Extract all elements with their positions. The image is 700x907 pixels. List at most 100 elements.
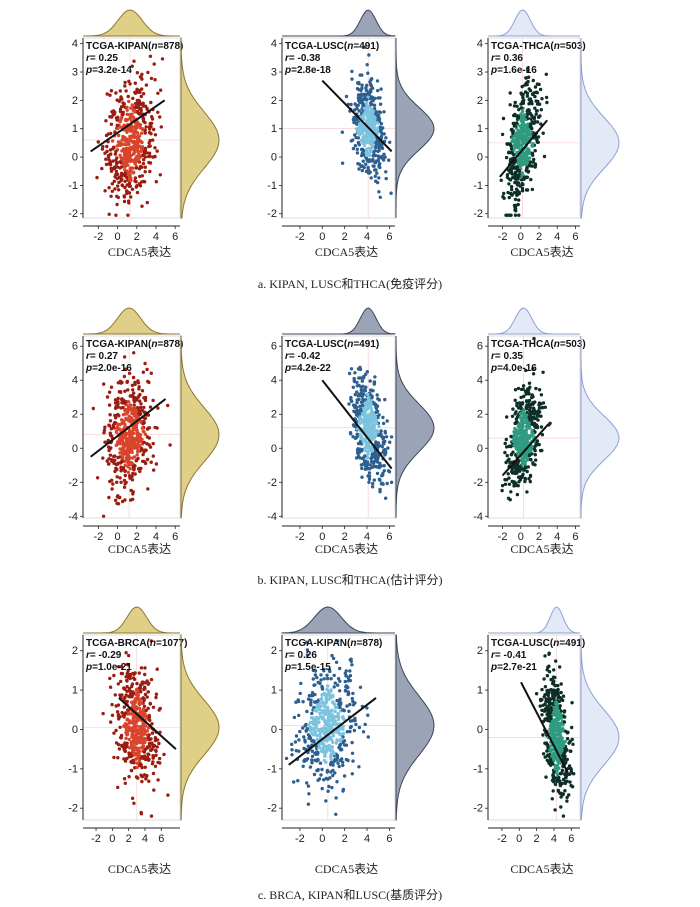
- data-point: [364, 162, 368, 166]
- data-point: [365, 83, 369, 88]
- data-point: [117, 437, 122, 441]
- y-tick-label: 3: [477, 67, 483, 79]
- data-point: [119, 155, 123, 160]
- data-point: [509, 434, 513, 439]
- data-point: [118, 109, 123, 114]
- data-point: [128, 116, 132, 120]
- data-point: [520, 443, 525, 447]
- data-point: [504, 478, 509, 482]
- data-point: [140, 174, 144, 178]
- data-point: [361, 102, 365, 106]
- data-point: [130, 474, 134, 478]
- data-point: [509, 185, 514, 189]
- data-point: [559, 805, 563, 809]
- y-tick-label: 1: [72, 123, 78, 135]
- data-point: [130, 393, 135, 398]
- data-point: [131, 715, 136, 719]
- data-point: [500, 132, 505, 137]
- data-point: [381, 440, 385, 445]
- y-tick-label: 4: [72, 375, 78, 387]
- data-point: [125, 722, 129, 727]
- data-point: [343, 679, 347, 684]
- y-tick-label: 0: [271, 724, 277, 736]
- data-point: [147, 426, 152, 430]
- data-point: [130, 103, 135, 107]
- data-point: [515, 492, 520, 497]
- data-point: [126, 438, 131, 442]
- p-value-label: p=1.0e-21: [85, 662, 132, 673]
- data-point: [135, 693, 139, 697]
- data-point: [356, 126, 360, 131]
- data-point: [153, 736, 158, 740]
- data-point: [155, 738, 160, 742]
- data-point: [121, 442, 126, 447]
- data-point: [319, 697, 323, 702]
- data-point: [370, 453, 374, 457]
- data-point: [357, 765, 361, 769]
- data-point: [119, 179, 123, 183]
- data-point: [557, 711, 561, 715]
- data-point: [145, 442, 149, 446]
- data-point: [365, 706, 369, 710]
- data-point: [128, 430, 132, 434]
- data-point: [127, 191, 132, 195]
- data-point: [136, 432, 141, 437]
- data-point: [553, 683, 557, 688]
- data-point: [357, 82, 361, 86]
- data-point: [384, 496, 388, 500]
- data-point: [507, 476, 511, 480]
- data-point: [554, 659, 558, 663]
- data-point: [355, 147, 359, 151]
- regression-line: [90, 99, 166, 153]
- y-tick-label: -4: [267, 511, 277, 523]
- data-point: [302, 759, 306, 763]
- data-point: [563, 789, 567, 793]
- data-point: [359, 376, 363, 380]
- data-point: [562, 720, 567, 724]
- data-point: [127, 99, 131, 104]
- data-point: [543, 685, 548, 689]
- data-point: [147, 752, 151, 757]
- x-tick-label: 0: [109, 833, 115, 845]
- x-density-marginal: [83, 606, 180, 634]
- data-point: [138, 740, 143, 745]
- data-point: [137, 435, 141, 439]
- dataset-label: TCGA-KIPAN(n=878): [86, 339, 183, 350]
- data-point: [367, 133, 371, 137]
- data-point: [506, 472, 510, 476]
- y-tick-label: -2: [68, 477, 78, 489]
- data-point: [513, 388, 518, 392]
- data-point: [293, 740, 298, 744]
- data-point: [137, 102, 141, 106]
- data-point: [541, 131, 545, 135]
- data-point: [356, 131, 361, 136]
- data-point: [524, 368, 528, 373]
- data-point: [523, 113, 527, 117]
- data-point: [560, 771, 564, 775]
- data-point: [377, 190, 381, 194]
- data-point: [134, 398, 139, 402]
- data-point: [119, 736, 124, 740]
- data-point: [126, 153, 130, 157]
- data-point: [349, 432, 353, 436]
- data-point: [543, 654, 547, 658]
- data-point: [555, 722, 559, 726]
- data-point: [516, 386, 521, 391]
- data-point: [122, 777, 127, 781]
- data-point: [371, 154, 375, 158]
- data-point: [121, 104, 125, 109]
- data-point: [358, 434, 362, 438]
- data-point: [354, 456, 359, 460]
- data-point: [134, 438, 139, 442]
- data-point: [513, 139, 518, 144]
- data-point: [331, 773, 335, 778]
- data-point: [384, 435, 389, 439]
- data-point: [520, 171, 524, 175]
- data-point: [362, 410, 366, 414]
- caption-a: a. KIPAN, LUSC和THCA(免疫评分): [257, 277, 443, 291]
- data-point: [139, 405, 143, 410]
- x-axis-label: CDCA5表达: [108, 542, 171, 556]
- data-point: [371, 144, 375, 148]
- data-point: [124, 367, 128, 371]
- data-point: [136, 105, 141, 110]
